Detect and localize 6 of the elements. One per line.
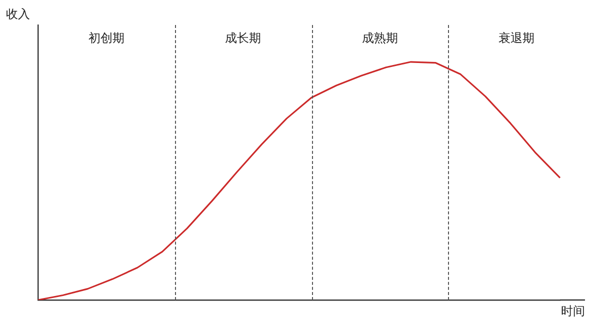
text: 成熟期 [362, 31, 398, 46]
text: 初创期 [88, 31, 124, 46]
text: 成长期 [225, 31, 262, 46]
x-axis-title: 时间 [561, 304, 585, 318]
y-axis-title: 收入 [6, 7, 30, 22]
text: 衰退期 [498, 31, 535, 46]
